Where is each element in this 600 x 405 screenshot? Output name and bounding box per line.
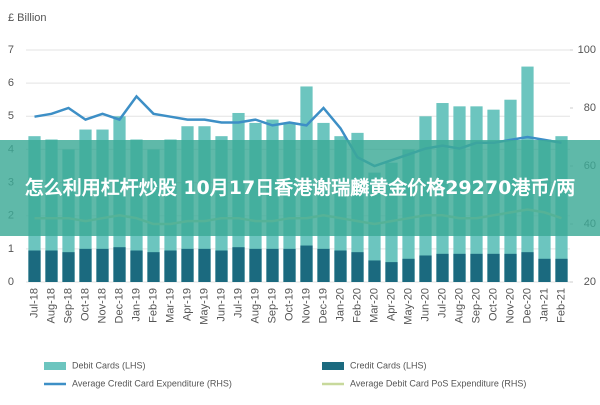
bar [62, 252, 75, 282]
y-tick-label: 1 [8, 243, 14, 255]
bar [28, 250, 41, 282]
legend-label: Credit Cards (LHS) [350, 360, 427, 370]
bar [453, 253, 466, 282]
x-tick-label: Mar-19 [164, 288, 176, 323]
x-tick-label: Apr-20 [385, 288, 397, 321]
bar [232, 247, 245, 282]
x-tick-label: Dec-19 [317, 288, 329, 323]
x-tick-label: Jan-20 [334, 288, 346, 322]
x-tick-label: Aug-20 [453, 288, 465, 323]
x-tick-label: Jan-19 [130, 288, 142, 322]
legend-label: Average Debit Card PoS Expenditure (RHS) [350, 378, 526, 388]
bar [317, 248, 330, 282]
y-axis-label: £ Billion [8, 12, 47, 24]
x-tick-label: Jul-20 [436, 288, 448, 318]
bar [419, 255, 432, 282]
x-tick-label: Sep-20 [470, 288, 482, 323]
bar [351, 252, 364, 282]
x-tick-label: Feb-21 [555, 288, 567, 323]
bar [215, 250, 228, 282]
bar [538, 258, 551, 282]
bar [96, 248, 109, 282]
y2-tick-label: 80 [584, 102, 596, 114]
bar [198, 248, 211, 282]
x-tick-label: Dec-20 [521, 288, 533, 323]
x-tick-label: Oct-19 [283, 288, 295, 321]
bar [79, 248, 92, 282]
x-tick-label: Jan-21 [538, 288, 550, 322]
x-tick-label: Aug-18 [45, 288, 57, 323]
x-tick-label: Jun-20 [419, 288, 431, 322]
bar [504, 253, 517, 282]
bar [555, 258, 568, 282]
x-tick-label: May-20 [402, 288, 414, 325]
y2-tick-label: 20 [584, 276, 596, 288]
x-tick-label: Nov-20 [504, 288, 516, 323]
x-tick-label: Feb-20 [351, 288, 363, 323]
bar [130, 250, 143, 282]
x-tick-label: Nov-18 [96, 288, 108, 323]
bar [385, 262, 398, 282]
bar [283, 248, 296, 282]
x-tick-label: Sep-18 [62, 288, 74, 323]
bar [402, 258, 415, 282]
bar [436, 253, 449, 282]
legend-label: Average Credit Card Expenditure (RHS) [72, 378, 232, 388]
x-tick-label: Mar-20 [368, 288, 380, 323]
legend-swatch [44, 362, 66, 370]
bar [300, 245, 313, 282]
y-tick-label: 0 [8, 276, 14, 288]
bar [334, 250, 347, 282]
overlay-banner: 怎么利用杠杆炒股 10月17日香港谢瑞麟黄金价格29270港币/两 [0, 140, 600, 236]
y-tick-label: 6 [8, 77, 14, 89]
x-tick-label: Sep-19 [266, 288, 278, 323]
bar [521, 252, 534, 282]
x-tick-label: Aug-19 [249, 288, 261, 323]
x-tick-label: Jul-19 [232, 288, 244, 318]
bar [164, 250, 177, 282]
bar [266, 248, 279, 282]
bar [249, 248, 262, 282]
bar [147, 252, 160, 282]
bar [45, 250, 58, 282]
x-tick-label: Jul-18 [28, 288, 40, 318]
y-tick-label: 7 [8, 44, 14, 56]
x-tick-label: Oct-18 [79, 288, 91, 321]
x-tick-label: Jun-19 [215, 288, 227, 322]
bar [470, 253, 483, 282]
bar [181, 248, 194, 282]
x-tick-label: Oct-20 [487, 288, 499, 321]
y-tick-label: 5 [8, 110, 14, 122]
x-tick-label: Dec-18 [113, 288, 125, 323]
bar [368, 260, 381, 282]
legend-label: Debit Cards (LHS) [72, 360, 146, 370]
bar [487, 253, 500, 282]
x-tick-label: Feb-19 [147, 288, 159, 323]
x-tick-label: Apr-19 [181, 288, 193, 321]
x-tick-label: Nov-19 [300, 288, 312, 323]
y2-tick-label: 100 [578, 44, 596, 56]
x-tick-label: May-19 [198, 288, 210, 325]
bar [113, 247, 126, 282]
legend-swatch [322, 362, 344, 370]
